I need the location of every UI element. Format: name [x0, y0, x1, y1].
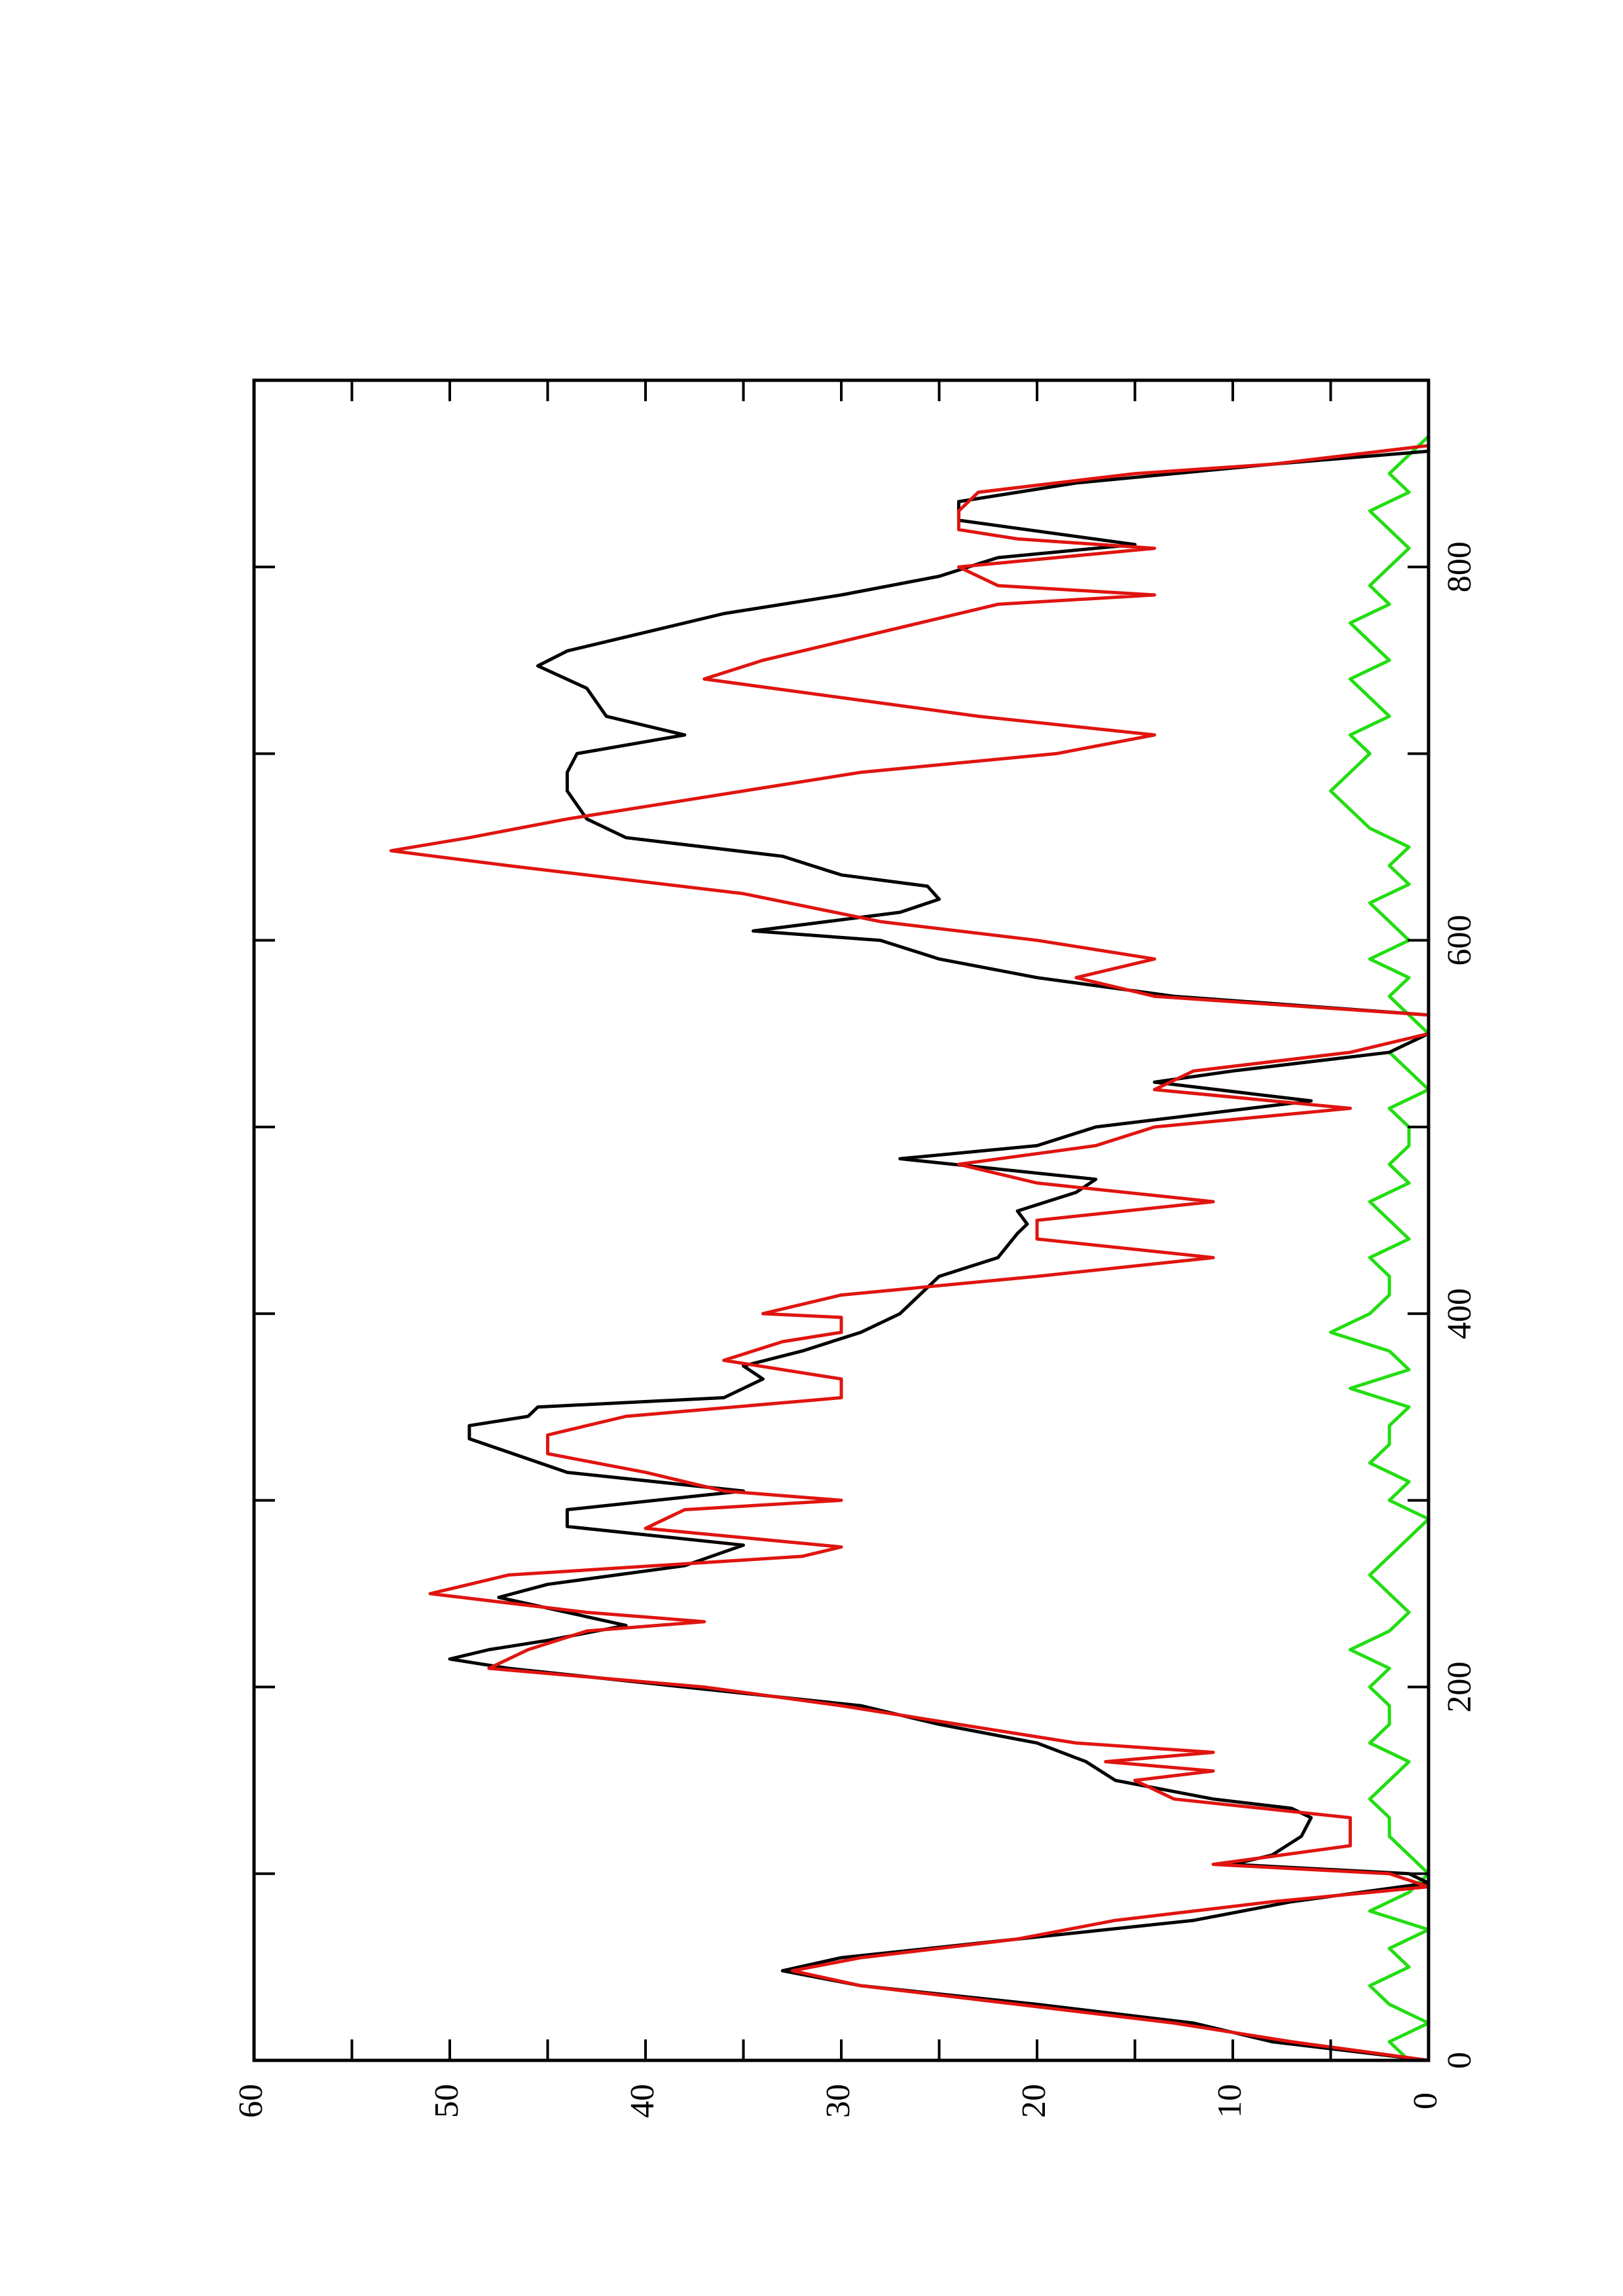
x-tick-label: 0 — [1441, 2052, 1478, 2069]
data-line — [1329, 435, 1431, 2062]
y-tick-label: 60 — [232, 2084, 270, 2118]
data-line — [448, 449, 1431, 2062]
y-tick-label: 0 — [1407, 2092, 1444, 2109]
x-tick-label: 600 — [1441, 915, 1478, 966]
y-tick-label: 10 — [1211, 2084, 1249, 2118]
x-tick-label: 400 — [1441, 1288, 1478, 1339]
y-tick-label: 30 — [820, 2084, 857, 2118]
data-line — [389, 444, 1431, 2062]
y-tick-label: 40 — [624, 2084, 661, 2118]
x-tick-label: 800 — [1441, 541, 1478, 592]
y-tick-label: 20 — [1015, 2084, 1053, 2118]
x-tick-label: 200 — [1441, 1662, 1478, 1713]
y-tick-label: 50 — [428, 2084, 465, 2118]
